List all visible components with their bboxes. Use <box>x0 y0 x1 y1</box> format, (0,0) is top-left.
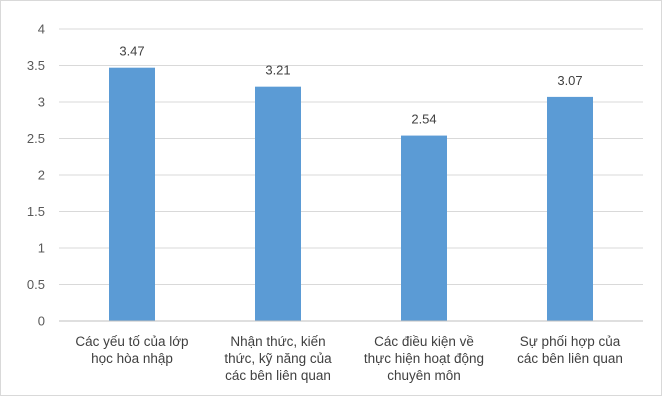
y-tick-label: 0 <box>38 314 45 329</box>
category-label-line: các bên liên quan <box>225 368 331 383</box>
y-tick-label: 3 <box>38 95 45 110</box>
category-label-line: Sự phối hợp của <box>520 334 621 349</box>
category-label: Sự phối hợp của các bên liên quan <box>517 334 623 366</box>
category-label-line: học hòa nhập <box>91 351 173 366</box>
bars <box>109 67 593 321</box>
category-label-line: chuyên môn <box>387 368 461 383</box>
data-label: 3.47 <box>119 44 144 59</box>
data-labels: 3.47 3.21 2.54 3.07 <box>119 44 582 127</box>
category-label-line: Nhận thức, kiến <box>230 334 325 349</box>
bar <box>109 67 155 321</box>
y-tick-label: 2.5 <box>27 131 45 146</box>
y-tick-label: 1.5 <box>27 204 45 219</box>
category-label-line: thức, kỹ năng của <box>224 351 332 366</box>
y-tick-label: 0.5 <box>27 277 45 292</box>
bar <box>255 86 301 321</box>
category-label: Các điều kiện về thực hiện hoạt động chuyê… <box>364 334 484 383</box>
bar <box>547 96 593 321</box>
category-label: Nhận thức, kiến thức, kỹ năng của các bên … <box>224 334 332 383</box>
gridlines <box>59 28 643 285</box>
category-label-line: thực hiện hoạt động <box>364 351 484 366</box>
y-tick-label: 2 <box>38 168 45 183</box>
y-axis-tick-labels: 0 0.5 1 1.5 2 2.5 3 3.5 4 <box>27 22 45 329</box>
category-label-line: Các điều kiện về <box>374 334 474 349</box>
data-label: 3.07 <box>557 73 582 88</box>
bar <box>401 135 447 321</box>
category-label-line: các bên liên quan <box>517 351 623 366</box>
data-label: 3.21 <box>265 63 290 78</box>
data-label: 2.54 <box>411 112 436 127</box>
category-label-line: Các yếu tố của lớp <box>75 334 188 349</box>
y-tick-label: 1 <box>38 241 45 256</box>
category-labels: Các yếu tố của lớp học hòa nhập Nhận thức,… <box>75 334 623 383</box>
category-label: Các yếu tố của lớp học hòa nhập <box>75 334 188 366</box>
y-tick-label: 3.5 <box>27 58 45 73</box>
y-tick-label: 4 <box>38 22 45 37</box>
